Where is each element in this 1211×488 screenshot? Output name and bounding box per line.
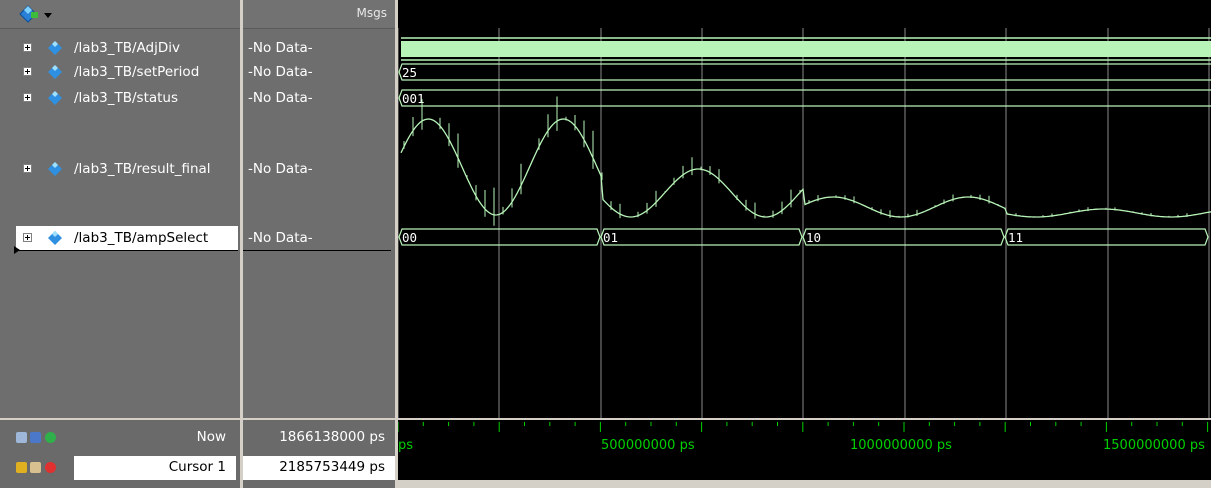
cursor-window-icon[interactable] (30, 432, 41, 443)
waveform-pane[interactable]: 25 001 00 01 10 11 ps 500000000 ps 10000… (398, 0, 1211, 486)
signal-name: /lab3_TB/result_final (74, 161, 211, 177)
signal-values-pane: Msgs -No Data- -No Data- -No Data- -No D… (243, 0, 395, 488)
selection-underline (16, 250, 238, 251)
cursor-time-value: 2185753449 ps (279, 459, 385, 475)
ampselect-bus-value-11: 11 (1008, 230, 1023, 245)
setperiod-bus (398, 63, 1211, 81)
signal-row-result-final[interactable]: /lab3_TB/result_final (0, 157, 240, 181)
values-footer: 1866138000 ps 2185753449 ps (243, 418, 395, 488)
cursor-time-box[interactable]: 2185753449 ps (243, 456, 395, 480)
lock-icon[interactable] (16, 462, 27, 473)
bottom-border (398, 480, 1211, 486)
signal-name: /lab3_TB/setPeriod (74, 64, 200, 80)
ampselect-segment-1 (600, 228, 803, 246)
signal-diamond-icon (48, 65, 62, 79)
expand-icon[interactable] (23, 233, 32, 242)
signal-row-adjdiv[interactable]: /lab3_TB/AdjDiv (0, 36, 240, 60)
timeline-label-500000000: 500000000 ps (601, 438, 695, 453)
remove-cursor-icon[interactable] (45, 462, 56, 473)
signal-value: -No Data- (248, 64, 313, 80)
result-final-waveform (400, 118, 1211, 218)
ampselect-bus-value-00: 00 (402, 230, 417, 245)
status-bus (398, 89, 1211, 107)
value-row: -No Data- (243, 36, 395, 60)
ampselect-segment-0 (398, 228, 601, 246)
pane-divider[interactable] (240, 0, 243, 486)
signal-names-pane: /lab3_TB/AdjDiv /lab3_TB/setPeriod /lab3… (0, 0, 240, 488)
expand-icon[interactable] (23, 43, 32, 52)
now-label: Now (196, 429, 226, 445)
cursor-label: Cursor 1 (168, 459, 226, 475)
signal-name: /lab3_TB/AdjDiv (74, 40, 180, 56)
grid-lines (398, 28, 1210, 418)
value-row: -No Data- (243, 60, 395, 84)
signal-name: /lab3_TB/ampSelect (74, 230, 209, 246)
now-time-value: 1866138000 ps (279, 429, 385, 445)
add-cursor-icon[interactable] (16, 432, 27, 443)
ampselect-segment-3 (1004, 228, 1209, 246)
ampselect-bus-value-01: 01 (603, 230, 618, 245)
values-header: Msgs (243, 0, 395, 29)
result-final-glitches (403, 96, 1188, 226)
signal-diamond-icon (48, 41, 62, 55)
wave-diamond-dropdown-icon[interactable] (18, 4, 58, 24)
selection-underline (243, 250, 391, 251)
ampselect-segment-2 (802, 228, 1005, 246)
signal-diamond-icon (48, 231, 62, 245)
signal-value: -No Data- (248, 40, 313, 56)
ampselect-bus-value-10: 10 (806, 230, 821, 245)
ampselect-bus (398, 228, 1209, 246)
signal-value: -No Data- (248, 90, 313, 106)
signal-row-status[interactable]: /lab3_TB/status (0, 86, 240, 110)
timeline-start-label: ps (398, 438, 413, 453)
signal-value: -No Data- (248, 230, 313, 246)
wrench-icon[interactable] (30, 462, 41, 473)
timeline-divider (398, 418, 1211, 420)
signal-diamond-icon (48, 162, 62, 176)
timeline-label-1000000000: 1000000000 ps (850, 438, 952, 453)
add-circle-icon[interactable] (45, 432, 56, 443)
names-header (0, 0, 240, 29)
signal-diamond-icon (48, 91, 62, 105)
pane-divider[interactable] (395, 0, 398, 486)
expand-icon[interactable] (23, 93, 32, 102)
cursor-name-box[interactable]: Cursor 1 (74, 456, 236, 480)
setperiod-bus-value: 25 (402, 65, 417, 80)
msgs-header: Msgs (356, 6, 387, 20)
timeline-ticks (398, 422, 1209, 432)
signal-row-setperiod[interactable]: /lab3_TB/setPeriod (0, 60, 240, 84)
names-footer: Now Cursor 1 (0, 418, 240, 488)
signal-value: -No Data- (248, 161, 313, 177)
adjdiv-wave-band (401, 41, 1211, 57)
timeline-label-1500000000: 1500000000 ps (1103, 438, 1205, 453)
insertion-marker-icon (14, 246, 20, 254)
signal-row-ampselect[interactable]: /lab3_TB/ampSelect (16, 226, 238, 250)
expand-icon[interactable] (23, 67, 32, 76)
waveform-canvas[interactable]: 25 001 00 01 10 11 ps 500000000 ps 10000… (398, 0, 1211, 486)
value-row: -No Data- (243, 226, 395, 250)
expand-icon[interactable] (23, 164, 32, 173)
value-row: -No Data- (243, 157, 395, 181)
value-row: -No Data- (243, 86, 395, 110)
signal-name: /lab3_TB/status (74, 90, 179, 106)
status-bus-value: 001 (402, 91, 425, 106)
